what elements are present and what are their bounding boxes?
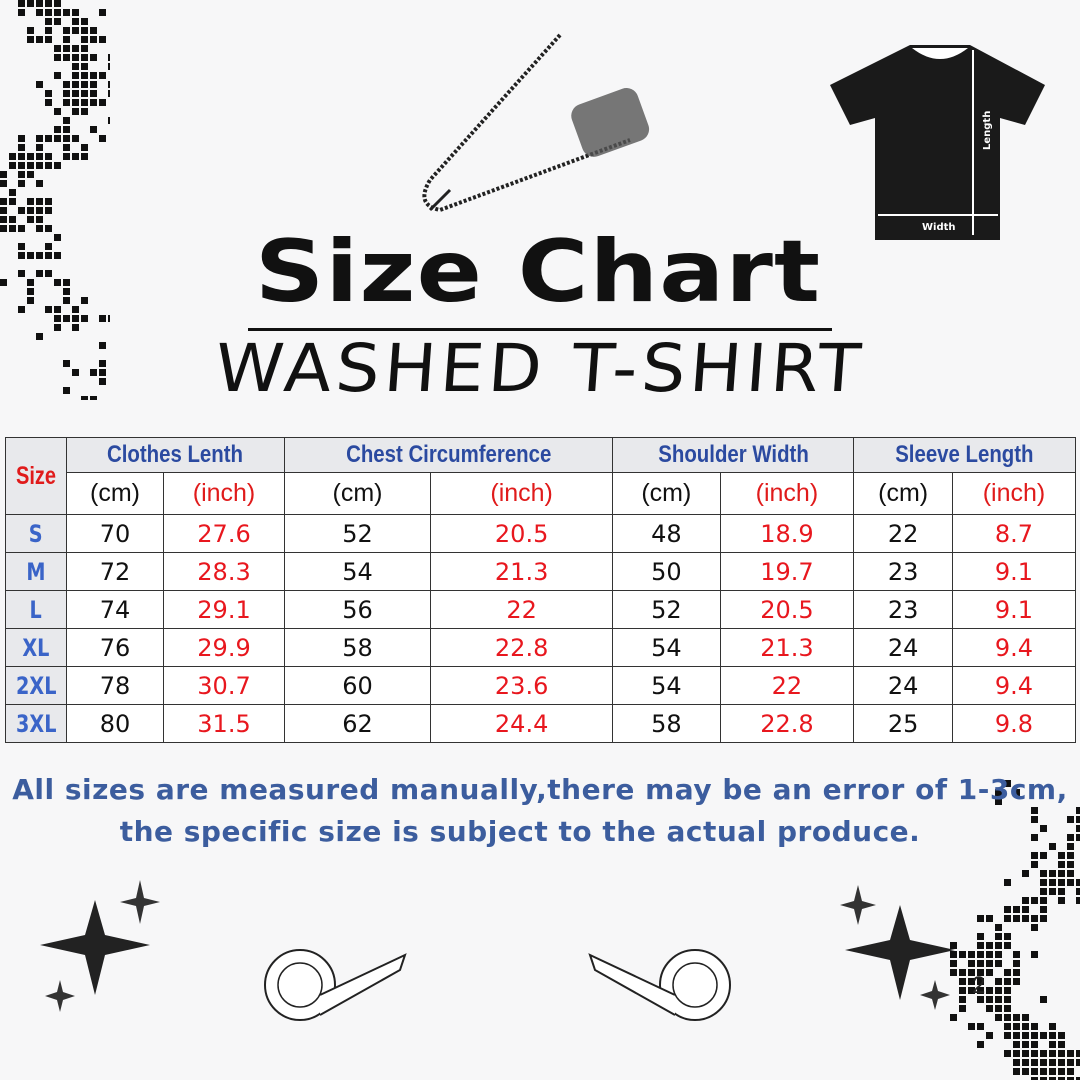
inch-value: 20.5 (719, 590, 855, 629)
cm-value: 54 (283, 552, 432, 591)
inch-value: 18.9 (719, 514, 855, 553)
tshirt-diagram: Length Width (830, 45, 1045, 240)
table-row: XL 76 29.9 58 22.8 54 21.3 24 9.4 (5, 628, 1077, 667)
inch-value: 9.1 (951, 590, 1077, 629)
inch-value: 19.7 (719, 552, 855, 591)
cm-value: 56 (283, 590, 432, 629)
cm-value: 74 (65, 590, 165, 629)
cm-value: 62 (283, 704, 432, 743)
inch-value: 29.9 (163, 628, 285, 667)
size-label: 2XL (5, 666, 67, 705)
inch-value: 29.1 (163, 590, 285, 629)
table-row: L 74 29.1 56 22 52 20.5 23 9.1 (5, 590, 1077, 629)
inch-value: 22.8 (719, 704, 855, 743)
title-divider (248, 328, 832, 331)
cm-value: 58 (612, 704, 721, 743)
pixel-pattern-left (0, 0, 110, 400)
unit-header: (cm) (283, 472, 432, 515)
cm-value: 23 (853, 590, 953, 629)
group-header: Sleeve Length (853, 437, 1076, 473)
unit-header: (cm) (65, 472, 165, 515)
cm-value: 24 (853, 666, 953, 705)
inch-value: 22 (430, 590, 614, 629)
inch-value: 9.1 (951, 552, 1077, 591)
table-row: M 72 28.3 54 21.3 50 19.7 23 9.1 (5, 552, 1077, 591)
unit-header: (inch) (951, 472, 1077, 515)
cm-value: 52 (283, 514, 432, 553)
inch-value: 22.8 (430, 628, 614, 667)
inch-value: 9.4 (951, 628, 1077, 667)
sparkle-icon (40, 880, 160, 1012)
group-header: Chest Circumference (283, 437, 614, 473)
table-row: 3XL 80 31.5 62 24.4 58 22.8 25 9.8 (5, 704, 1077, 743)
unit-header: (cm) (612, 472, 721, 515)
inch-value: 9.4 (951, 666, 1077, 705)
cm-value: 72 (65, 552, 165, 591)
size-table: Size Clothes Lenth Chest Circumference S… (5, 437, 1077, 743)
inch-value: 8.7 (951, 514, 1077, 553)
size-header: Size (5, 437, 67, 515)
cm-value: 76 (65, 628, 165, 667)
unit-header: (cm) (853, 472, 953, 515)
inch-value: 31.5 (163, 704, 285, 743)
cm-value: 52 (612, 590, 721, 629)
cm-value: 58 (283, 628, 432, 667)
corner-mark: 2 (972, 972, 986, 999)
measuring-tape-icon (588, 949, 731, 1021)
group-header: Clothes Lenth (66, 437, 285, 473)
table-row: S 70 27.6 52 20.5 48 18.9 22 8.7 (5, 514, 1077, 553)
inch-value: 21.3 (430, 552, 614, 591)
size-label: S (5, 514, 67, 553)
inch-value: 24.4 (430, 704, 614, 743)
inch-value: 28.3 (163, 552, 285, 591)
note-line-1: All sizes are measured manually,there ma… (12, 773, 1068, 806)
cm-value: 23 (853, 552, 953, 591)
cm-value: 25 (853, 704, 953, 743)
unit-header: (inch) (430, 472, 614, 515)
note-line-2: the specific size is subject to the actu… (119, 815, 921, 848)
cm-value: 80 (65, 704, 165, 743)
safety-pin-icon (422, 33, 650, 213)
unit-header: (inch) (163, 472, 285, 515)
width-label: Width (922, 222, 956, 233)
measuring-tape-icon (264, 949, 407, 1021)
group-header: Shoulder Width (612, 437, 855, 473)
size-label: XL (5, 628, 67, 667)
pixel-pattern-right (950, 780, 1080, 1080)
unit-header: (inch) (719, 472, 855, 515)
inch-value: 9.8 (951, 704, 1077, 743)
cm-value: 48 (612, 514, 721, 553)
cm-value: 54 (612, 628, 721, 667)
table-row: 2XL 78 30.7 60 23.6 54 22 24 9.4 (5, 666, 1077, 705)
inch-value: 20.5 (430, 514, 614, 553)
product-subtitle: WASHED T-SHIRT (212, 330, 868, 407)
cm-value: 60 (283, 666, 432, 705)
sparkle-icon (840, 885, 955, 1010)
size-label: 3XL (5, 704, 67, 743)
inch-value: 21.3 (719, 628, 855, 667)
cm-value: 70 (65, 514, 165, 553)
cm-value: 50 (612, 552, 721, 591)
cm-value: 78 (65, 666, 165, 705)
cm-value: 54 (612, 666, 721, 705)
size-label: M (5, 552, 67, 591)
cm-value: 24 (853, 628, 953, 667)
inch-value: 30.7 (163, 666, 285, 705)
inch-value: 23.6 (430, 666, 614, 705)
page-title: Size Chart (254, 222, 822, 322)
length-label: Length (982, 111, 993, 150)
cm-value: 22 (853, 514, 953, 553)
size-label: L (5, 590, 67, 629)
inch-value: 22 (719, 666, 855, 705)
inch-value: 27.6 (163, 514, 285, 553)
